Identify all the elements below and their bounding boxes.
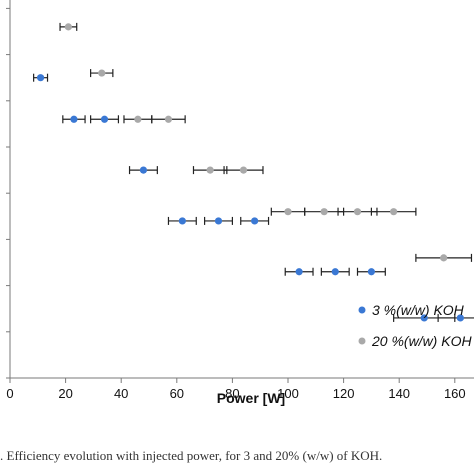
data-point: [178, 217, 186, 225]
x-tick-label: 140: [388, 386, 410, 401]
data-point: [331, 268, 339, 276]
data-point: [456, 314, 464, 322]
data-point: [139, 166, 148, 174]
figure-caption: . Efficiency evolution with injected pow…: [0, 448, 383, 463]
x-axis-ticks: [9, 378, 456, 383]
legend-marker-20-percent: [358, 337, 366, 345]
series-layer: [33, 22, 474, 322]
series-3-percent-koh: [33, 73, 474, 322]
x-tick-label: 60: [170, 386, 184, 401]
x-axis-title: Power [W]: [217, 390, 285, 406]
data-point: [353, 208, 362, 216]
legend: 3 %(w/w) KOH 20 %(w/w) KOH: [358, 302, 472, 349]
data-point: [70, 115, 78, 123]
x-tick-label: 120: [333, 386, 355, 401]
x-tick-label: 100: [277, 386, 299, 401]
x-tick-label: 0: [6, 386, 13, 401]
data-point: [239, 166, 248, 174]
data-point: [420, 314, 428, 322]
data-point: [64, 23, 72, 31]
data-point: [295, 268, 303, 276]
data-point: [206, 166, 214, 174]
legend-label-3-percent: 3 %(w/w) KOH: [372, 302, 465, 318]
data-point: [367, 268, 375, 276]
data-point: [100, 115, 109, 123]
data-point: [320, 208, 328, 216]
data-point: [164, 115, 173, 123]
x-tick-label: 40: [114, 386, 128, 401]
x-tick-label: 80: [225, 386, 239, 401]
x-tick-label: 20: [58, 386, 72, 401]
series-20-percent-koh: [59, 22, 473, 262]
data-point: [134, 115, 142, 123]
y-axis-ticks: [6, 7, 10, 379]
legend-marker-3-percent: [358, 306, 366, 314]
data-point: [251, 217, 259, 225]
x-tick-labels: 0 20 40 60 80 100 120 140 160: [6, 386, 465, 401]
legend-label-20-percent: 20 %(w/w) KOH: [371, 333, 472, 349]
x-tick-label: 160: [444, 386, 466, 401]
data-point: [36, 74, 45, 82]
data-point: [214, 217, 223, 225]
data-point: [440, 254, 448, 262]
data-point: [390, 208, 398, 216]
data-point: [284, 208, 292, 216]
data-point: [98, 69, 106, 77]
